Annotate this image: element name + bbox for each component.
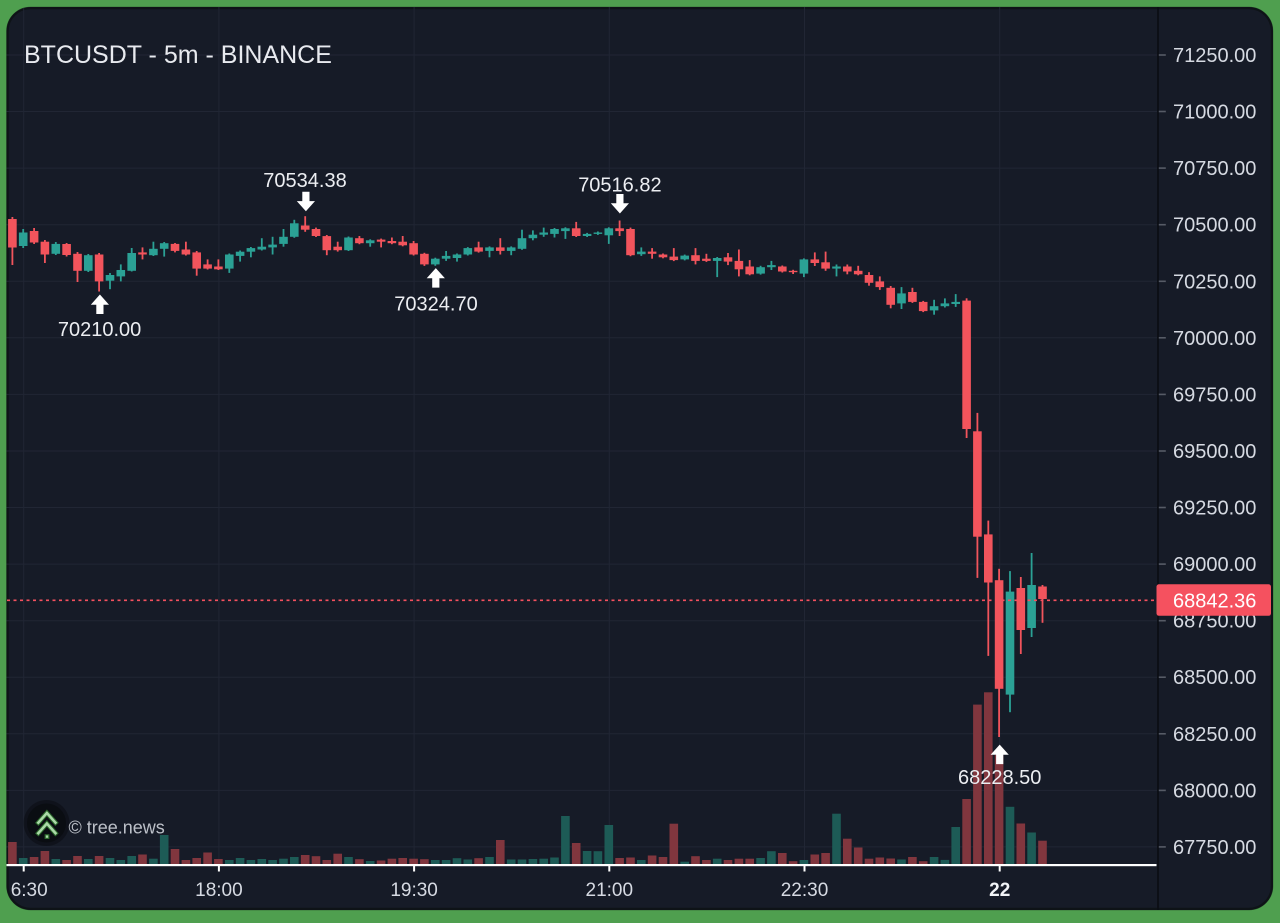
svg-text:70534.38: 70534.38 [263,170,346,192]
svg-text:67750.00: 67750.00 [1173,837,1256,859]
svg-text:18:00: 18:00 [195,880,243,901]
svg-text:68750.00: 68750.00 [1173,611,1256,633]
svg-text:19:30: 19:30 [390,880,438,901]
svg-text:69000.00: 69000.00 [1173,554,1256,576]
svg-text:21:00: 21:00 [586,880,634,901]
svg-text:22:30: 22:30 [781,880,829,901]
svg-text:69750.00: 69750.00 [1173,384,1256,406]
svg-text:69250.00: 69250.00 [1173,498,1256,520]
svg-text:68228.50: 68228.50 [958,767,1041,789]
svg-text:BTCUSDT - 5m - BINANCE: BTCUSDT - 5m - BINANCE [24,41,332,69]
svg-text:68842.36: 68842.36 [1173,590,1256,612]
svg-text:68250.00: 68250.00 [1173,724,1256,746]
svg-text:71000.00: 71000.00 [1173,102,1256,124]
svg-text:70210.00: 70210.00 [58,319,141,341]
svg-text:69500.00: 69500.00 [1173,441,1256,463]
svg-text:68500.00: 68500.00 [1173,667,1256,689]
svg-text:22: 22 [989,880,1010,901]
svg-text:70750.00: 70750.00 [1173,158,1256,180]
svg-text:70324.70: 70324.70 [394,294,477,316]
svg-text:© tree.news: © tree.news [69,818,165,838]
svg-text:68000.00: 68000.00 [1173,780,1256,802]
svg-text:70000.00: 70000.00 [1173,328,1256,350]
svg-text:70500.00: 70500.00 [1173,215,1256,237]
svg-text:71250.00: 71250.00 [1173,45,1256,67]
svg-text:70516.82: 70516.82 [578,175,661,197]
svg-text:6:30: 6:30 [11,880,48,901]
svg-text:70250.00: 70250.00 [1173,271,1256,293]
